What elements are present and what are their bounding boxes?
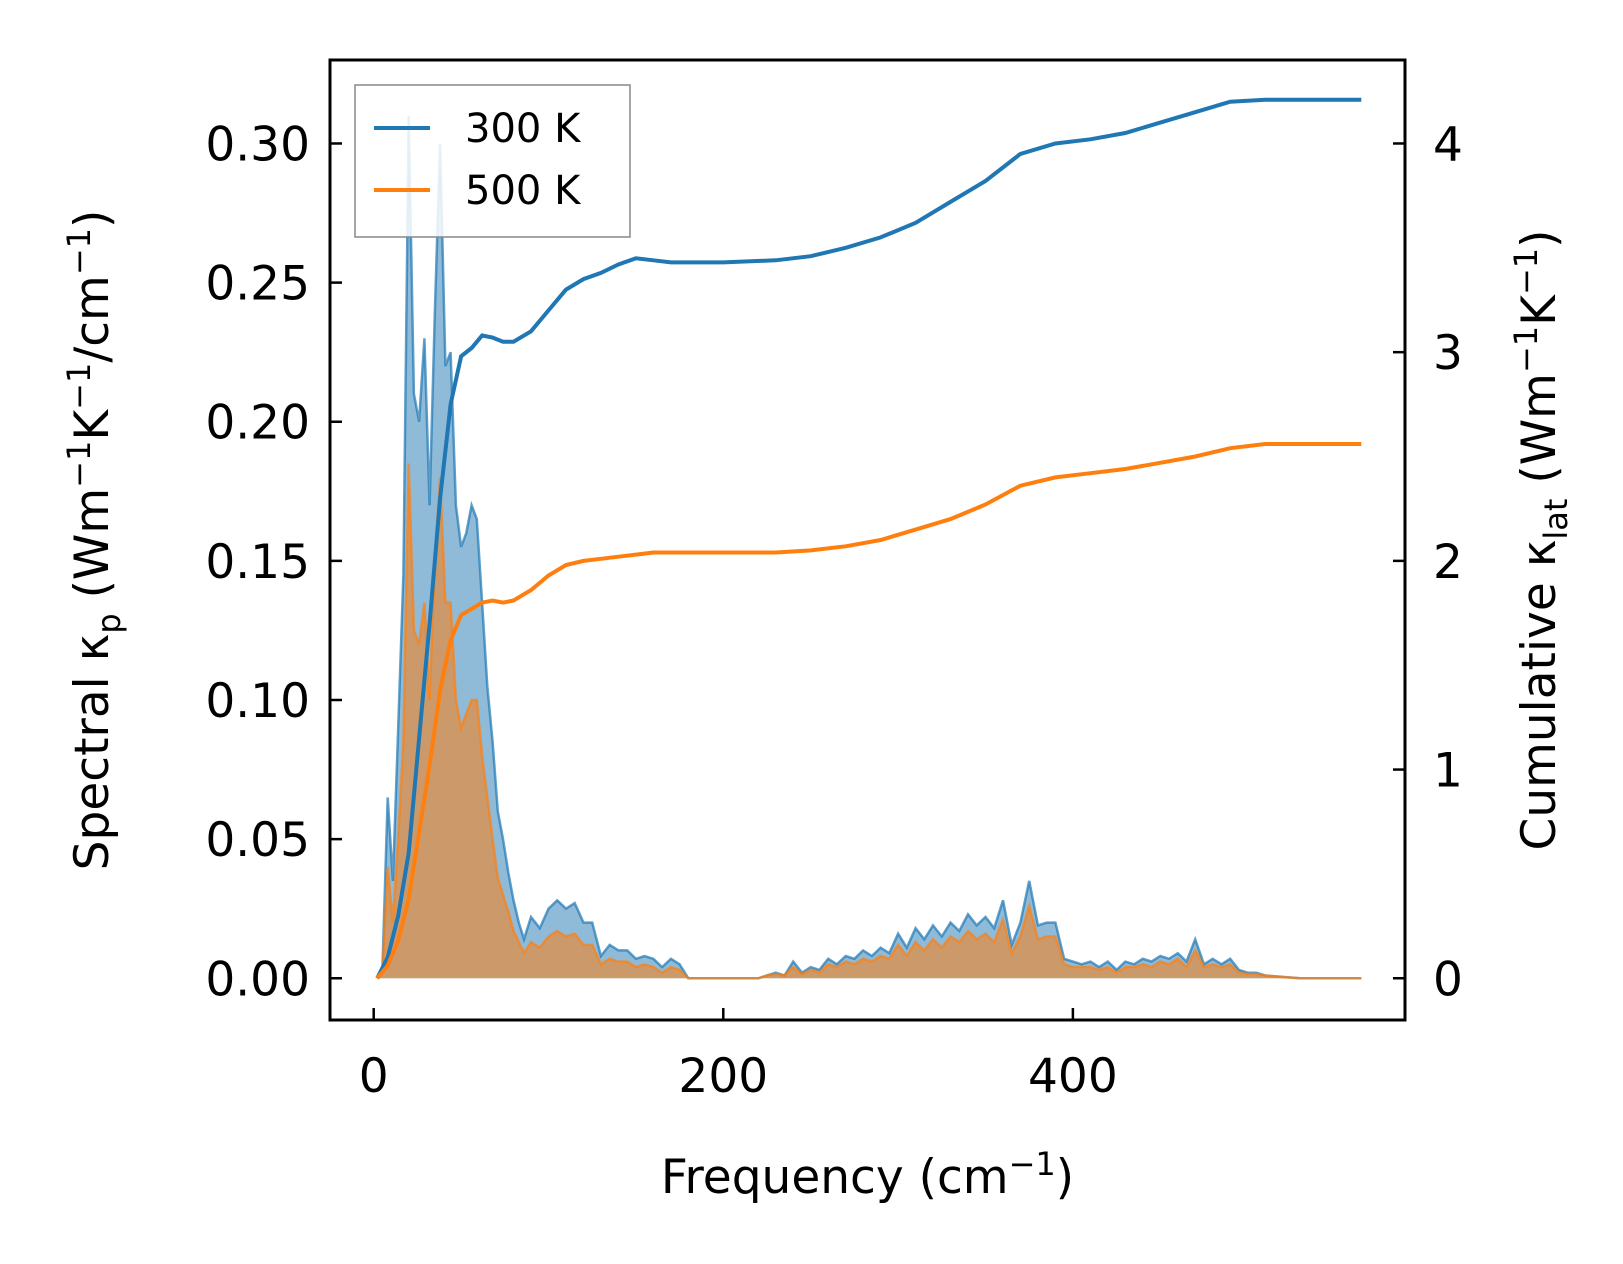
- y-left-tick-label: 0.25: [205, 257, 310, 312]
- legend-label-500k: 500 K: [465, 168, 582, 214]
- y-right-tick-label: 2: [1433, 535, 1463, 590]
- y-left-tick-label: 0.30: [205, 117, 310, 172]
- legend: 300 K 500 K: [354, 84, 631, 238]
- legend-box: [354, 84, 631, 238]
- y-left-ticks: 0.00 0.05 0.10 0.15 0.20 0.25 0.30: [205, 117, 342, 1007]
- y-right-tick-label: 3: [1433, 326, 1463, 381]
- spectral-outline-500k: [376, 463, 1362, 980]
- y-left-axis-label: Spectral κp (Wm−1K−1/cm−1): [60, 210, 128, 871]
- x-tick-label: 400: [1028, 1049, 1118, 1104]
- x-tick-label: 200: [678, 1049, 768, 1104]
- y-right-axis-label: Cumulative κlat (Wm−1K−1): [1507, 229, 1575, 850]
- y-left-tick-label: 0.00: [205, 952, 310, 1007]
- spectral-fills: [376, 115, 1362, 980]
- cumulative-line-300k: [375, 97, 1362, 980]
- y-right-ticks: 0 1 2 3 4: [1393, 117, 1463, 1007]
- y-left-tick-label: 0.15: [205, 535, 310, 590]
- x-tick-label: 0: [359, 1049, 389, 1104]
- cumulative-line-500k: [375, 442, 1362, 980]
- plot-frame: [328, 58, 1407, 1022]
- spectral-outline-300k: [376, 115, 1362, 980]
- y-left-tick-label: 0.20: [205, 396, 310, 451]
- spectral-fill-500k: [377, 463, 1362, 979]
- y-right-tick-label: 1: [1433, 744, 1463, 799]
- y-right-tick-label: 0: [1433, 952, 1463, 1007]
- x-ticks: 0 200 400: [359, 1008, 1118, 1104]
- series-lines: [375, 97, 1362, 980]
- y-left-tick-label: 0.05: [205, 813, 310, 868]
- legend-label-300k: 300 K: [465, 106, 582, 152]
- y-right-tick-label: 4: [1433, 117, 1463, 172]
- y-left-tick-label: 0.10: [205, 674, 310, 729]
- x-axis-label: Frequency (cm−1): [661, 1145, 1074, 1205]
